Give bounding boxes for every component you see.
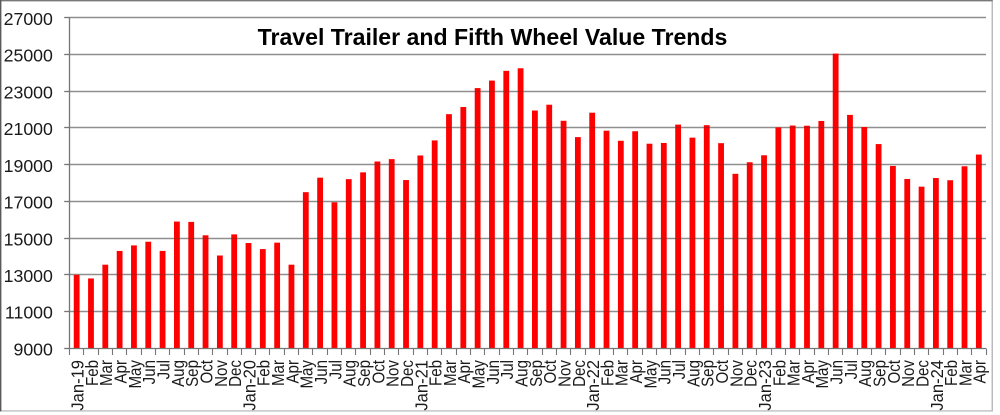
svg-text:Jun: Jun bbox=[483, 360, 504, 384]
svg-text:May: May bbox=[640, 359, 661, 388]
svg-text:Nov: Nov bbox=[211, 359, 232, 386]
svg-text:May: May bbox=[125, 359, 146, 388]
svg-text:21000: 21000 bbox=[4, 119, 53, 139]
svg-text:Sep: Sep bbox=[697, 360, 718, 387]
svg-text:Jan-19: Jan-19 bbox=[67, 360, 88, 411]
svg-text:Feb: Feb bbox=[253, 360, 274, 386]
svg-text:Nov: Nov bbox=[898, 359, 919, 386]
svg-text:Dec: Dec bbox=[397, 360, 418, 387]
svg-text:Dec: Dec bbox=[912, 360, 933, 387]
svg-text:Jun: Jun bbox=[139, 360, 160, 384]
svg-text:Feb: Feb bbox=[425, 360, 446, 386]
svg-text:Travel Trailer and Fifth Wheel: Travel Trailer and Fifth Wheel Value Tre… bbox=[258, 24, 728, 50]
svg-text:23000: 23000 bbox=[4, 82, 53, 102]
svg-text:May: May bbox=[296, 359, 317, 388]
svg-text:Jan-22: Jan-22 bbox=[582, 360, 603, 411]
svg-text:Jan-23: Jan-23 bbox=[754, 360, 775, 411]
svg-text:11000: 11000 bbox=[5, 303, 53, 323]
svg-text:Jan-24: Jan-24 bbox=[926, 360, 947, 411]
svg-text:Jun: Jun bbox=[826, 360, 847, 384]
svg-text:Aug: Aug bbox=[168, 360, 189, 387]
svg-text:Jan-20: Jan-20 bbox=[239, 360, 260, 411]
svg-text:Jan-21: Jan-21 bbox=[411, 360, 432, 411]
svg-text:Jul: Jul bbox=[669, 360, 690, 379]
svg-text:Mar: Mar bbox=[783, 360, 804, 386]
svg-text:Sep: Sep bbox=[354, 360, 375, 387]
svg-text:Oct: Oct bbox=[712, 360, 733, 384]
svg-text:Nov: Nov bbox=[726, 359, 747, 386]
svg-text:Oct: Oct bbox=[884, 360, 905, 384]
svg-text:Mar: Mar bbox=[268, 360, 289, 386]
svg-text:Aug: Aug bbox=[683, 360, 704, 387]
svg-text:Jul: Jul bbox=[153, 360, 174, 379]
svg-text:Sep: Sep bbox=[182, 360, 203, 387]
svg-text:Mar: Mar bbox=[955, 360, 976, 386]
svg-text:Mar: Mar bbox=[611, 360, 632, 386]
svg-text:Apr: Apr bbox=[969, 360, 990, 384]
svg-text:Jul: Jul bbox=[497, 360, 518, 379]
svg-text:Oct: Oct bbox=[368, 360, 389, 384]
svg-text:Apr: Apr bbox=[282, 360, 303, 384]
svg-text:13000: 13000 bbox=[4, 266, 53, 286]
svg-text:May: May bbox=[468, 359, 489, 388]
svg-text:27000: 27000 bbox=[4, 9, 53, 29]
svg-text:Nov: Nov bbox=[382, 359, 403, 386]
svg-text:Dec: Dec bbox=[225, 360, 246, 387]
svg-text:Jun: Jun bbox=[311, 360, 332, 384]
svg-text:Jul: Jul bbox=[841, 360, 862, 379]
svg-text:May: May bbox=[812, 359, 833, 388]
svg-text:Nov: Nov bbox=[554, 359, 575, 386]
svg-text:Apr: Apr bbox=[110, 360, 131, 384]
svg-text:Feb: Feb bbox=[941, 360, 962, 386]
svg-text:Oct: Oct bbox=[196, 360, 217, 384]
svg-text:Sep: Sep bbox=[526, 360, 547, 387]
svg-text:Mar: Mar bbox=[440, 360, 461, 386]
svg-text:Oct: Oct bbox=[540, 360, 561, 384]
svg-text:15000: 15000 bbox=[4, 229, 53, 249]
svg-text:9000: 9000 bbox=[13, 339, 52, 359]
svg-text:Aug: Aug bbox=[855, 360, 876, 387]
svg-text:Mar: Mar bbox=[96, 360, 117, 386]
svg-text:Aug: Aug bbox=[511, 360, 532, 387]
svg-text:25000: 25000 bbox=[4, 46, 53, 66]
svg-text:17000: 17000 bbox=[4, 192, 53, 212]
svg-text:Apr: Apr bbox=[798, 360, 819, 384]
svg-text:Apr: Apr bbox=[454, 360, 475, 384]
svg-text:Dec: Dec bbox=[569, 360, 590, 387]
svg-text:Dec: Dec bbox=[740, 360, 761, 387]
svg-text:Aug: Aug bbox=[339, 360, 360, 387]
svg-text:Apr: Apr bbox=[626, 360, 647, 384]
svg-text:Feb: Feb bbox=[597, 360, 618, 386]
svg-text:Jun: Jun bbox=[654, 360, 675, 384]
svg-text:Feb: Feb bbox=[769, 360, 790, 386]
svg-text:Feb: Feb bbox=[82, 360, 103, 386]
svg-text:19000: 19000 bbox=[4, 156, 53, 176]
svg-text:Jul: Jul bbox=[325, 360, 346, 379]
svg-text:Sep: Sep bbox=[869, 360, 890, 387]
